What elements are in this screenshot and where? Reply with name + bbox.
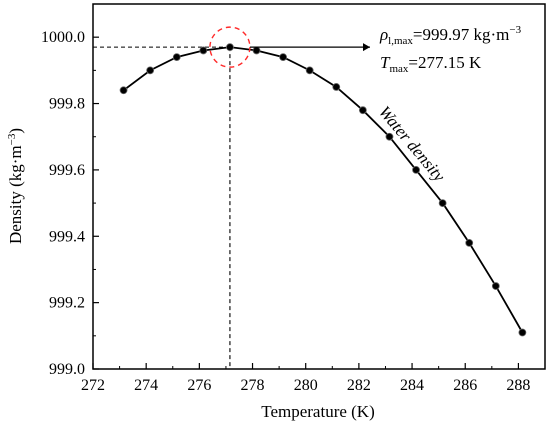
y-tick-label: 999.2 bbox=[49, 295, 85, 312]
y-axis-label: Density (kg·m−3) bbox=[6, 128, 25, 244]
x-axis-ticks: 272 274 276 278 280 282 284 286 288 bbox=[81, 363, 530, 394]
data-point-marker bbox=[146, 66, 155, 75]
data-point-marker bbox=[119, 86, 128, 95]
data-point-marker bbox=[332, 83, 341, 91]
data-point-marker bbox=[252, 46, 261, 55]
x-axis-label: Temperature (K) bbox=[261, 402, 375, 421]
x-tick-label: 276 bbox=[187, 377, 211, 394]
data-point-marker bbox=[465, 239, 474, 247]
y-tick-label: 999.4 bbox=[49, 228, 85, 245]
data-point-marker bbox=[518, 328, 527, 337]
x-tick-label: 286 bbox=[453, 377, 477, 394]
data-point-marker bbox=[199, 46, 208, 55]
data-point-marker bbox=[491, 282, 500, 290]
max-arrow-head bbox=[363, 43, 370, 52]
x-tick-label: 272 bbox=[81, 377, 105, 394]
series-group bbox=[119, 43, 527, 337]
max-highlight-circle bbox=[209, 26, 251, 68]
x-tick-label: 274 bbox=[134, 377, 158, 394]
data-point-marker bbox=[279, 53, 288, 61]
annotations bbox=[209, 26, 370, 68]
x-tick-label: 278 bbox=[241, 377, 265, 394]
y-tick-label: 1000.0 bbox=[41, 29, 85, 46]
y-axis-ticks: 999.0 999.2 999.4 999.6 999.8 1000.0 bbox=[41, 29, 99, 378]
data-point-marker bbox=[172, 53, 181, 61]
data-point-marker bbox=[305, 66, 314, 75]
t-max-label: Tmax=277.15 K bbox=[380, 53, 482, 75]
x-tick-label: 282 bbox=[347, 377, 371, 394]
data-point-marker bbox=[438, 199, 447, 207]
x-tick-label: 284 bbox=[400, 377, 424, 394]
data-point-marker bbox=[358, 106, 367, 115]
rho-max-label: ρl,max=999.97 kg·m−3 bbox=[379, 24, 522, 47]
y-tick-label: 999.6 bbox=[49, 162, 85, 179]
data-point-marker bbox=[412, 166, 420, 174]
data-point-marker bbox=[385, 132, 394, 141]
x-tick-label: 280 bbox=[294, 377, 318, 394]
plot-frame bbox=[92, 3, 546, 370]
y-tick-label: 999.0 bbox=[49, 361, 85, 378]
data-point-marker bbox=[226, 43, 234, 52]
x-tick-label: 288 bbox=[506, 377, 530, 394]
water-density-line bbox=[123, 46, 524, 333]
max-guides bbox=[93, 46, 231, 369]
y-tick-label: 999.8 bbox=[49, 96, 85, 113]
